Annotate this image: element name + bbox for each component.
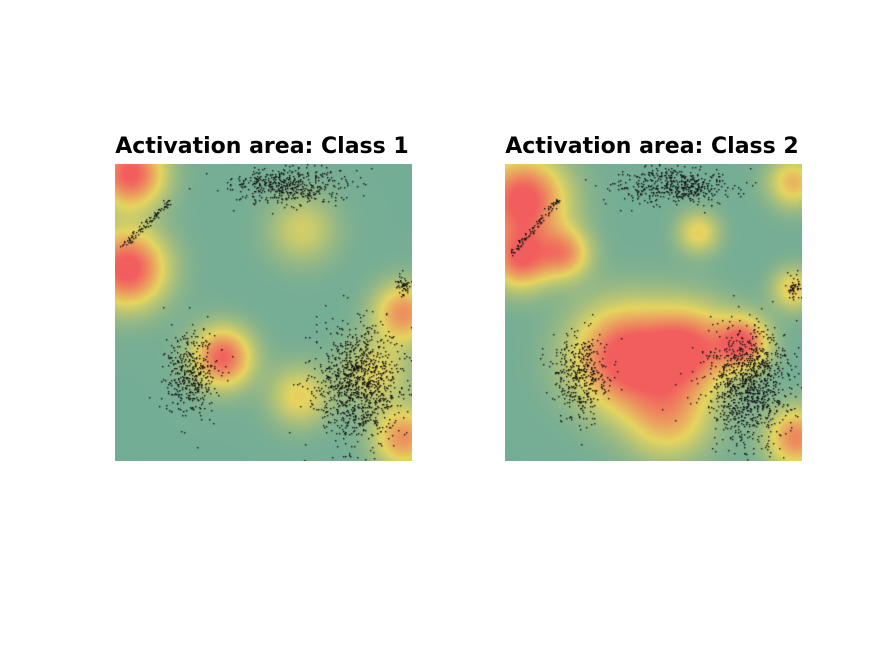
chart-title: Activation area: Class 2: [505, 134, 799, 159]
activation-heatmap: [505, 164, 802, 461]
chart-title: Activation area: Class 1: [115, 134, 409, 159]
activation-heatmap: [115, 164, 412, 461]
